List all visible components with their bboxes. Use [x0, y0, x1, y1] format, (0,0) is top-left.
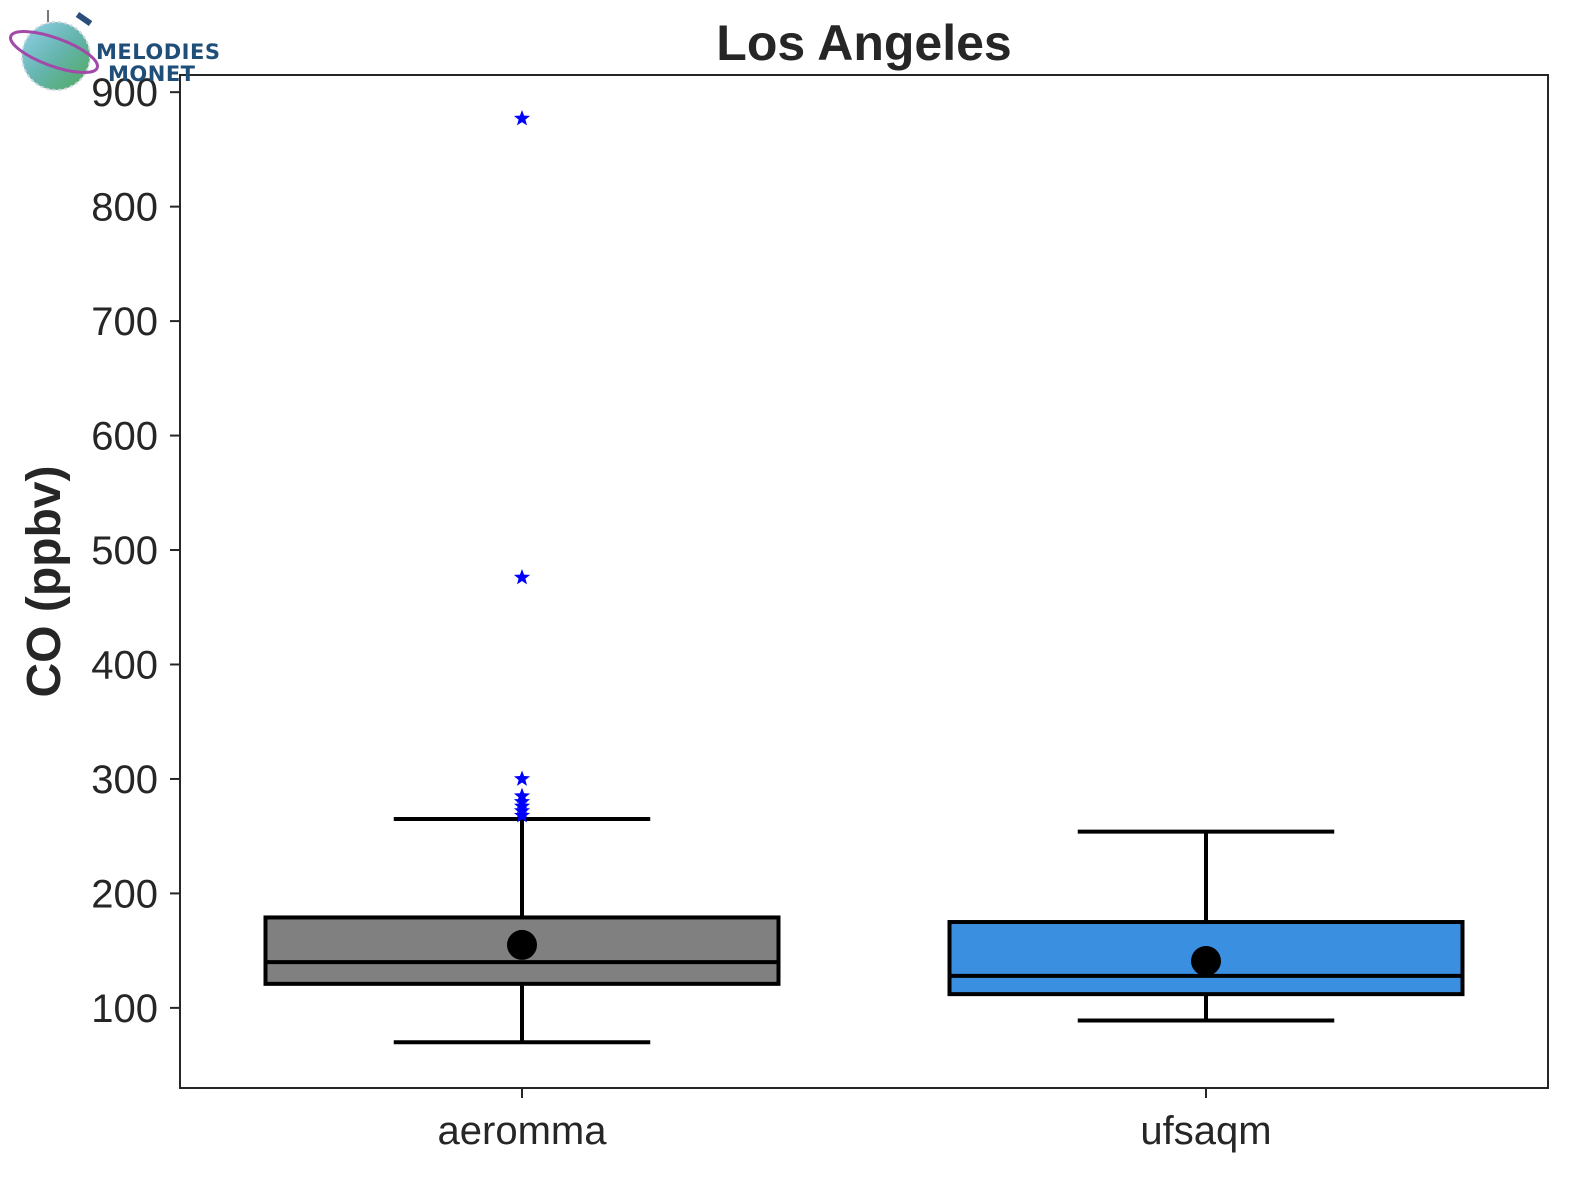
y-tick-label: 600 [91, 415, 158, 459]
y-axis-label: CO (ppbv) [18, 466, 71, 698]
y-tick-label: 200 [91, 872, 158, 916]
outlier-marker [513, 770, 531, 786]
y-tick-label: 900 [91, 71, 158, 115]
globe-icon [9, 10, 99, 91]
x-tick-label: ufsaqm [1140, 1109, 1271, 1153]
outlier-marker [513, 568, 531, 585]
y-tick-label: 500 [91, 529, 158, 573]
y-tick-label: 100 [91, 987, 158, 1031]
mean-marker [1191, 945, 1221, 976]
y-tick-label: 400 [91, 643, 158, 687]
y-tick-label: 700 [91, 300, 158, 344]
plot-frame [179, 74, 1549, 1089]
x-tick-label: aeromma [438, 1109, 608, 1153]
logo-text-line1: MELODIES [96, 40, 221, 64]
chart-title: Los Angeles [716, 15, 1011, 71]
y-tick-label: 300 [91, 758, 158, 802]
outlier-marker [513, 110, 531, 126]
mean-marker [507, 929, 537, 960]
logo-text-line2: MONET [108, 62, 196, 86]
outlier-marker [513, 807, 531, 823]
y-tick-label: 800 [91, 186, 158, 230]
box-ufsaqm [947, 920, 1465, 997]
melodies-monet-logo: MELODIES MONET [6, 4, 221, 96]
